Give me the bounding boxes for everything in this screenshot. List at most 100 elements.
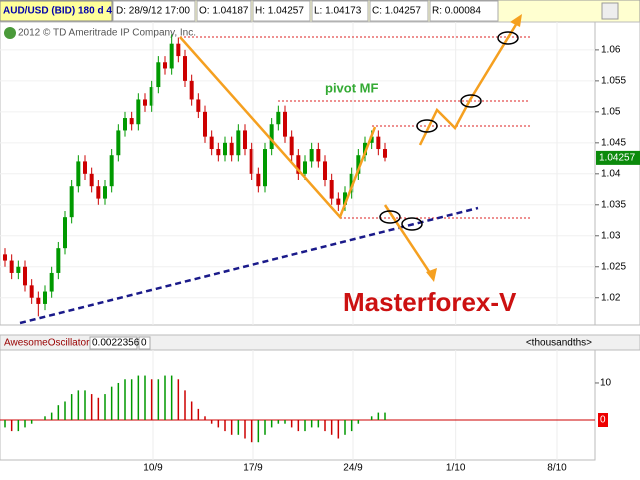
osc-mode: 0 bbox=[141, 338, 147, 349]
y-tick-label: 1.04 bbox=[601, 168, 621, 179]
candle-body bbox=[103, 186, 107, 199]
drawings bbox=[19, 14, 530, 325]
candle-body bbox=[23, 266, 27, 286]
candle-body bbox=[89, 173, 94, 187]
annotation: pivot MF bbox=[325, 80, 378, 95]
candle-body bbox=[169, 43, 174, 69]
field-box bbox=[311, 0, 369, 22]
candle-body bbox=[183, 56, 187, 81]
candle-body bbox=[136, 99, 141, 125]
candle-body bbox=[256, 173, 261, 187]
price-tag bbox=[596, 150, 640, 165]
field-box bbox=[429, 0, 499, 22]
y-tick-label: 1.06 bbox=[601, 45, 621, 56]
x-tick-label: 10/9 bbox=[143, 463, 163, 474]
candle-body bbox=[16, 266, 21, 273]
y-tick-label: 1.02 bbox=[601, 292, 621, 303]
field-box bbox=[369, 0, 429, 22]
candle-body bbox=[343, 192, 347, 205]
candle-body bbox=[69, 186, 74, 218]
info-icon[interactable] bbox=[4, 27, 16, 39]
field-box bbox=[138, 336, 151, 350]
marker-ellipse bbox=[497, 31, 519, 45]
candle-body bbox=[309, 149, 314, 162]
x-tick-label: 8/10 bbox=[547, 463, 567, 474]
candle-body bbox=[76, 161, 81, 187]
field-box bbox=[196, 0, 252, 22]
forecast-up bbox=[418, 17, 522, 146]
field-box bbox=[252, 0, 311, 22]
candle-body bbox=[56, 248, 61, 273]
candle-body bbox=[109, 155, 114, 187]
candle-body bbox=[29, 285, 34, 298]
low-field: L: 1.04173 bbox=[314, 6, 362, 17]
candle-body bbox=[303, 161, 307, 174]
candle-body bbox=[223, 142, 227, 156]
candle-body bbox=[156, 62, 161, 88]
candle-body bbox=[83, 161, 87, 174]
candle-body bbox=[176, 43, 181, 57]
trend-line bbox=[19, 206, 479, 325]
candle-body bbox=[43, 291, 47, 304]
close-field: C: 1.04257 bbox=[372, 6, 421, 17]
forecast-down bbox=[383, 204, 434, 277]
y-tick-label: 1.035 bbox=[601, 199, 626, 210]
copyright: 2012 © TD Ameritrade IP Company, Inc. bbox=[18, 28, 196, 39]
date-field: D: 28/9/12 17:00 bbox=[116, 6, 190, 17]
candle-body bbox=[363, 142, 367, 156]
candle-body bbox=[63, 217, 67, 249]
marker-ellipse bbox=[379, 210, 401, 224]
candle-body bbox=[203, 111, 207, 137]
x-tick-label: 1/10 bbox=[446, 463, 466, 474]
candle-body bbox=[296, 155, 301, 174]
candle-body bbox=[123, 118, 127, 131]
candle-body bbox=[96, 186, 101, 199]
marker-ellipse bbox=[416, 119, 438, 133]
field-box bbox=[112, 0, 196, 22]
y-tick-label: 1.03 bbox=[601, 230, 621, 241]
candle-body bbox=[283, 111, 287, 137]
y-tick-label: 10 bbox=[600, 378, 612, 389]
candle-body bbox=[369, 136, 374, 143]
high-field: H: 1.04257 bbox=[255, 6, 304, 17]
x-tick-label: 24/9 bbox=[343, 463, 363, 474]
open-field: O: 1.04187 bbox=[199, 6, 249, 17]
range-field: R: 0.00084 bbox=[432, 6, 481, 17]
candle-body bbox=[149, 87, 154, 106]
candle-body bbox=[189, 80, 194, 100]
candle-body bbox=[236, 130, 241, 156]
wave-line bbox=[179, 36, 377, 220]
y-tick-label: 1.025 bbox=[601, 261, 626, 272]
osc-units: <thousandths> bbox=[526, 338, 592, 349]
y-tick-label: 1.045 bbox=[601, 137, 626, 148]
y-tick-label: 0 bbox=[600, 415, 606, 426]
candle-body bbox=[336, 198, 341, 205]
price-tag-label: 1.04257 bbox=[599, 153, 636, 164]
zero-tag bbox=[598, 413, 608, 427]
candle-body bbox=[316, 149, 321, 162]
x-tick-label: 17/9 bbox=[243, 463, 263, 474]
annotation: Masterforex-V bbox=[343, 287, 517, 317]
osc-value: 0.0022356 bbox=[92, 338, 140, 349]
marker-ellipse bbox=[401, 217, 423, 231]
candle-body bbox=[323, 161, 327, 181]
y-tick-label: 1.055 bbox=[601, 76, 626, 87]
candle-body bbox=[249, 149, 254, 174]
candle-body bbox=[349, 173, 354, 193]
settings-icon[interactable] bbox=[601, 2, 619, 20]
candle-body bbox=[263, 149, 267, 187]
candle-body bbox=[383, 149, 387, 158]
candle-body bbox=[116, 130, 121, 156]
candle-body bbox=[3, 254, 7, 261]
symbol: AUD/USD (BID) 180 d 4h bbox=[3, 6, 118, 17]
field-box bbox=[89, 336, 138, 350]
symbol-box[interactable] bbox=[0, 0, 113, 22]
candle-body bbox=[209, 136, 214, 150]
candle-body bbox=[129, 118, 134, 125]
candle-body bbox=[229, 142, 234, 156]
candle-body bbox=[243, 130, 247, 150]
candle-body bbox=[329, 180, 334, 199]
candle-body bbox=[163, 62, 167, 69]
osc-pane bbox=[0, 349, 596, 461]
